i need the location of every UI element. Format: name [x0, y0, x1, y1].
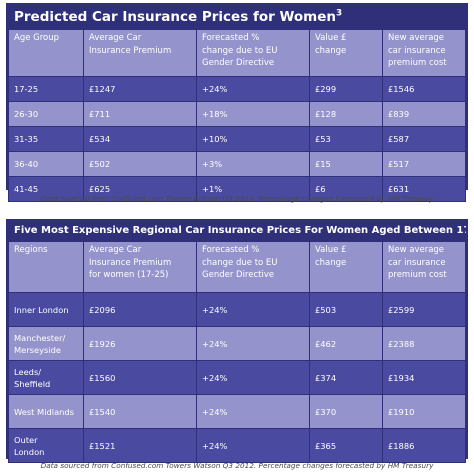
table-header-row: Age Group Average Car Insurance Premium Fo… — [9, 30, 465, 76]
table-cell: £1560 — [84, 361, 196, 394]
table-cell: +24% — [197, 293, 309, 326]
table-cell: +10% — [197, 127, 309, 151]
source-note: Data sourced from Confused.com Towers Wa… — [40, 194, 434, 203]
table-cell: +1% — [197, 177, 309, 201]
table-cell: +24% — [197, 429, 309, 462]
column-header: New average car insurance premium cost — [383, 242, 465, 292]
table-row: 41-45 £625 +1% £6 £631 — [9, 177, 465, 201]
table-cell: +24% — [197, 327, 309, 360]
table-cell: £128 — [310, 102, 382, 126]
table-cell: £631 — [383, 177, 465, 201]
table-cell: £2388 — [383, 327, 465, 360]
table-cell: £365 — [310, 429, 382, 462]
table-cell: £502 — [84, 152, 196, 176]
table-cell: £1540 — [84, 395, 196, 428]
table-title-text: Five Most Expensive Regional Car Insuran… — [14, 225, 466, 236]
table-cell: 41-45 — [9, 177, 83, 201]
table-title: Five Most Expensive Regional Car Insuran… — [8, 221, 466, 241]
table-cell: £6 — [310, 177, 382, 201]
table-cell: 26-30 — [9, 102, 83, 126]
table-cell: West Midlands — [9, 395, 83, 428]
source-note: Data sourced from Confused.com Towers Wa… — [40, 461, 434, 470]
table-cell: £517 — [383, 152, 465, 176]
table-row: Inner London £2096 +24% £503 £2599 — [9, 293, 465, 326]
table-cell: £503 — [310, 293, 382, 326]
table-cell: £2599 — [383, 293, 465, 326]
table-cell: £374 — [310, 361, 382, 394]
table-row: Leeds/ Sheffield £1560 +24% £374 £1934 — [9, 361, 465, 394]
table-row: West Midlands £1540 +24% £370 £1910 — [9, 395, 465, 428]
table-row: 26-30 £711 +18% £128 £839 — [9, 102, 465, 126]
table-row: Outer London £1521 +24% £365 £1886 — [9, 429, 465, 462]
column-header: Value £ change — [310, 242, 382, 292]
table-cell: Inner London — [9, 293, 83, 326]
table-cell: £534 — [84, 127, 196, 151]
table-cell: £299 — [310, 77, 382, 101]
table-title-text: Predicted Car Insurance Prices for Women — [14, 9, 336, 25]
table-cell: £1926 — [84, 327, 196, 360]
table-cell: £1886 — [383, 429, 465, 462]
table-cell: £1934 — [383, 361, 465, 394]
table-cell: £839 — [383, 102, 465, 126]
column-header: Value £ change — [310, 30, 382, 76]
table-cell: Leeds/ Sheffield — [9, 361, 83, 394]
regional-price-table-panel: Five Most Expensive Regional Car Insuran… — [6, 219, 468, 463]
column-header: Average Car Insurance Premium for women … — [84, 242, 196, 292]
table-cell: £462 — [310, 327, 382, 360]
table-title: Predicted Car Insurance Prices for Women… — [8, 5, 466, 29]
table-row: 36-40 £502 +3% £15 £517 — [9, 152, 465, 176]
table-cell: £1546 — [383, 77, 465, 101]
table-cell: +24% — [197, 77, 309, 101]
column-header: New average car insurance premium cost — [383, 30, 465, 76]
column-header: Average Car Insurance Premium — [84, 30, 196, 76]
table-row: 17-25 £1247 +24% £299 £1546 — [9, 77, 465, 101]
table-row: 31-35 £534 +10% £53 £587 — [9, 127, 465, 151]
table-cell: +18% — [197, 102, 309, 126]
table-cell: 31-35 — [9, 127, 83, 151]
column-header: Regions — [9, 242, 83, 292]
table-cell: Manchester/ Merseyside — [9, 327, 83, 360]
table-cell: £1247 — [84, 77, 196, 101]
age-group-price-table: Age Group Average Car Insurance Premium Fo… — [8, 29, 466, 202]
table-cell: £2096 — [84, 293, 196, 326]
table-cell: £15 — [310, 152, 382, 176]
column-header: Forecasted % change due to EU Gender Dir… — [197, 242, 309, 292]
column-header: Forecasted % change due to EU Gender Dir… — [197, 30, 309, 76]
age-group-price-table-panel: Predicted Car Insurance Prices for Women… — [6, 3, 468, 202]
table-cell: £1521 — [84, 429, 196, 462]
table-cell: +3% — [197, 152, 309, 176]
table-cell: 17-25 — [9, 77, 83, 101]
regional-price-table: Regions Average Car Insurance Premium for… — [8, 241, 466, 463]
column-header: Age Group — [9, 30, 83, 76]
table-cell: +24% — [197, 361, 309, 394]
table-cell: Outer London — [9, 429, 83, 462]
footnote-marker: 3 — [335, 8, 343, 19]
table-cell: 36-40 — [9, 152, 83, 176]
table-cell: £625 — [84, 177, 196, 201]
table-cell: £711 — [84, 102, 196, 126]
table-cell: £1910 — [383, 395, 465, 428]
table-cell: £53 — [310, 127, 382, 151]
table-cell: £370 — [310, 395, 382, 428]
table-cell: £587 — [383, 127, 465, 151]
table-row: Manchester/ Merseyside £1926 +24% £462 £2388 — [9, 327, 465, 360]
table-header-row: Regions Average Car Insurance Premium for… — [9, 242, 465, 292]
table-cell: +24% — [197, 395, 309, 428]
